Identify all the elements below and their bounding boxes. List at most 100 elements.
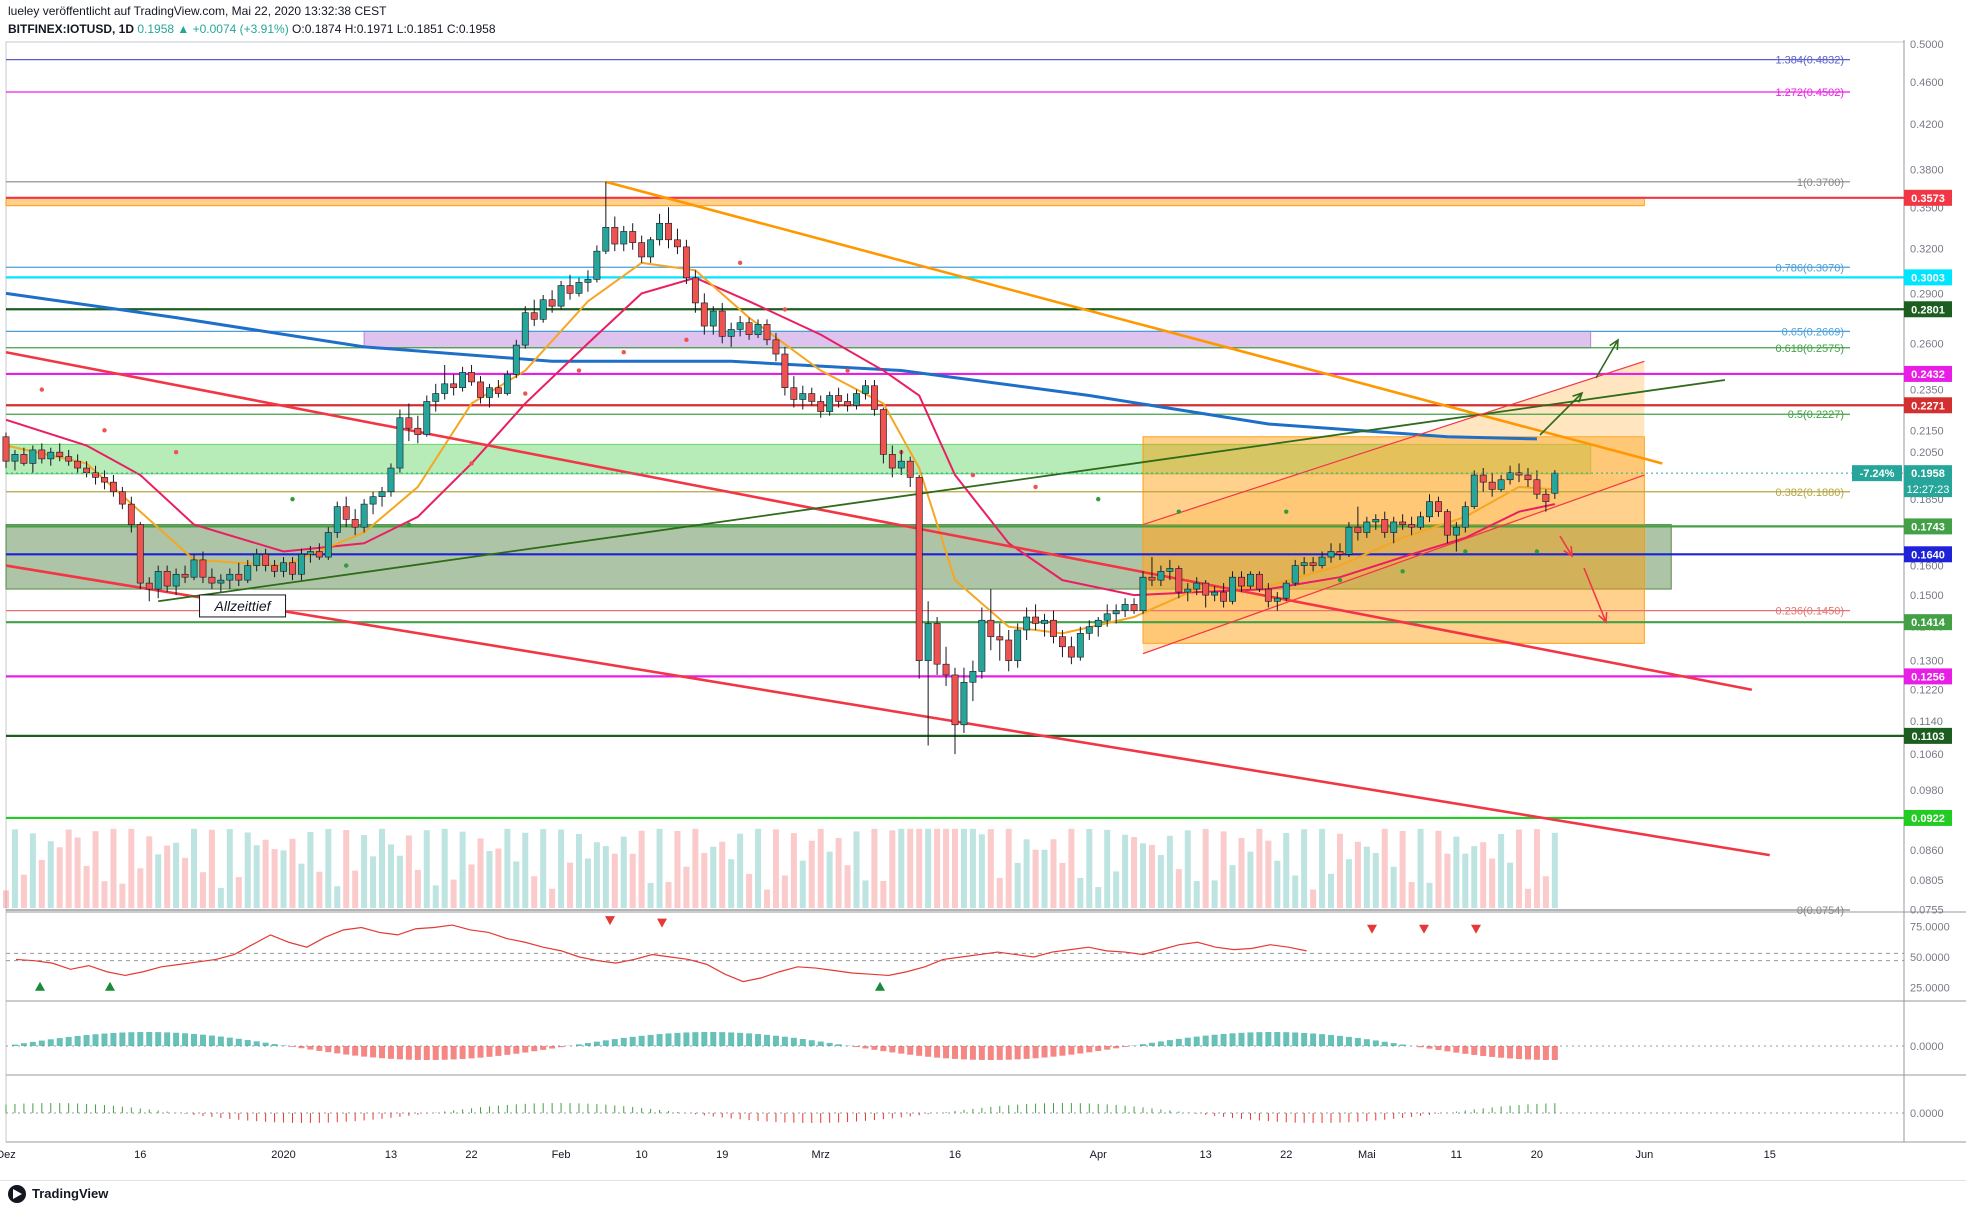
macd-histogram-bar	[755, 1034, 761, 1046]
volume-bar	[379, 829, 385, 908]
price-chart[interactable]: 1.384(0.4832)1.272(0.4502)1(0.3700)0.786…	[0, 0, 1966, 1180]
psar-dot	[344, 563, 348, 567]
candle-body	[835, 396, 841, 402]
candle-body	[1301, 563, 1307, 566]
candle-body	[209, 577, 215, 583]
volume-bar	[298, 864, 304, 908]
macd-histogram-bar	[630, 1037, 636, 1046]
macd-histogram-bar	[1292, 1032, 1298, 1046]
candle-body	[522, 313, 528, 345]
candle-body	[245, 566, 251, 581]
tradingview-brand[interactable]: TradingView	[32, 1186, 108, 1201]
volume-bar	[1113, 871, 1119, 908]
price-axis-tick: 0.4200	[1910, 119, 1944, 131]
volume-bar	[1158, 855, 1164, 908]
macd-histogram-bar	[549, 1046, 555, 1049]
candle-body	[952, 675, 958, 725]
candle-body	[692, 278, 698, 303]
macd-histogram-bar	[728, 1032, 734, 1046]
candle-body	[1050, 620, 1056, 636]
candle-body	[30, 450, 36, 464]
volume-bar	[764, 890, 770, 908]
volume-bar	[1077, 878, 1083, 908]
volume-bar	[1435, 831, 1441, 908]
macd-histogram-bar	[1337, 1036, 1343, 1046]
macd-histogram-bar	[719, 1032, 725, 1046]
candle-body	[495, 388, 501, 394]
candle-body	[862, 386, 868, 394]
volume-bar	[146, 836, 152, 908]
candle-body	[397, 418, 403, 468]
candle-body	[1310, 563, 1316, 566]
macd-histogram-bar	[1328, 1035, 1334, 1046]
candle-body	[388, 468, 394, 492]
candle-body	[74, 461, 80, 468]
macd-axis-tick: 0.0000	[1910, 1041, 1944, 1053]
candle-body	[236, 574, 242, 580]
macd-histogram-bar	[970, 1046, 976, 1060]
volume-bar	[281, 850, 287, 908]
candle-body	[57, 452, 63, 456]
macd-histogram-bar	[21, 1043, 27, 1046]
macd-histogram-bar	[612, 1039, 618, 1046]
candle-body	[325, 532, 331, 557]
macd-histogram-bar	[12, 1045, 18, 1046]
price-axis-tick: 0.3200	[1910, 243, 1944, 255]
macd-histogram-bar	[907, 1046, 913, 1055]
candle-body	[1140, 577, 1146, 610]
macd-histogram-bar	[934, 1046, 940, 1058]
volume-bar	[101, 881, 107, 908]
volume-bar	[1292, 876, 1298, 908]
candle-body	[1408, 525, 1414, 528]
volume-bar	[1212, 880, 1218, 908]
price-axis-tick: 0.4600	[1910, 77, 1944, 89]
volume-bar	[701, 853, 707, 908]
candle-body	[844, 401, 850, 405]
time-axis-tick: Mrz	[812, 1149, 830, 1161]
candle-body	[1229, 577, 1235, 601]
macd-histogram-bar	[1471, 1046, 1477, 1055]
volume-bar	[1122, 835, 1128, 908]
macd-histogram-bar	[433, 1046, 439, 1060]
candle-body	[621, 231, 627, 244]
price-level-badge-text: 0.2271	[1911, 400, 1945, 412]
volume-bar	[1552, 833, 1558, 908]
tradingview-logo-icon[interactable]	[8, 1185, 26, 1203]
price-level-badge-text: 0.1256	[1911, 671, 1945, 683]
macd-histogram-bar	[119, 1033, 125, 1046]
macd-histogram-bar	[1391, 1043, 1397, 1046]
volume-bar	[1256, 829, 1262, 908]
macd-histogram-bar	[764, 1035, 770, 1046]
volume-bar	[630, 854, 636, 908]
macd-histogram-bar	[75, 1036, 81, 1046]
candle-body	[1283, 583, 1289, 598]
psar-dot	[1463, 549, 1467, 553]
candle-body	[997, 637, 1003, 640]
volume-bar	[1140, 843, 1146, 908]
macd-histogram-bar	[827, 1043, 833, 1046]
candle-body	[307, 552, 313, 555]
candle-body	[531, 313, 537, 320]
psar-dot	[1400, 569, 1404, 573]
candle-body	[755, 324, 761, 334]
fib-level-label: 1.384(0.4832)	[1776, 55, 1845, 67]
candle-body	[1077, 633, 1083, 657]
volume-bar	[1149, 845, 1155, 908]
time-axis-tick: Jun	[1635, 1149, 1653, 1161]
volume-bar	[871, 829, 877, 908]
macd-histogram-bar	[1140, 1044, 1146, 1046]
candle-body	[728, 329, 734, 336]
volume-bar	[1033, 850, 1039, 908]
volume-bar	[272, 849, 278, 908]
price-axis-tick: 0.5000	[1910, 39, 1944, 51]
candle-body	[1498, 480, 1504, 490]
volume-bar	[21, 875, 27, 908]
candle-body	[1525, 475, 1531, 480]
macd-histogram-bar	[585, 1043, 591, 1046]
volume-bar	[227, 829, 233, 908]
candle-body	[1032, 617, 1038, 623]
volume-bar	[415, 870, 421, 908]
macd-histogram-bar	[486, 1046, 492, 1057]
volume-bar	[827, 852, 833, 908]
macd-histogram-bar	[504, 1046, 510, 1055]
